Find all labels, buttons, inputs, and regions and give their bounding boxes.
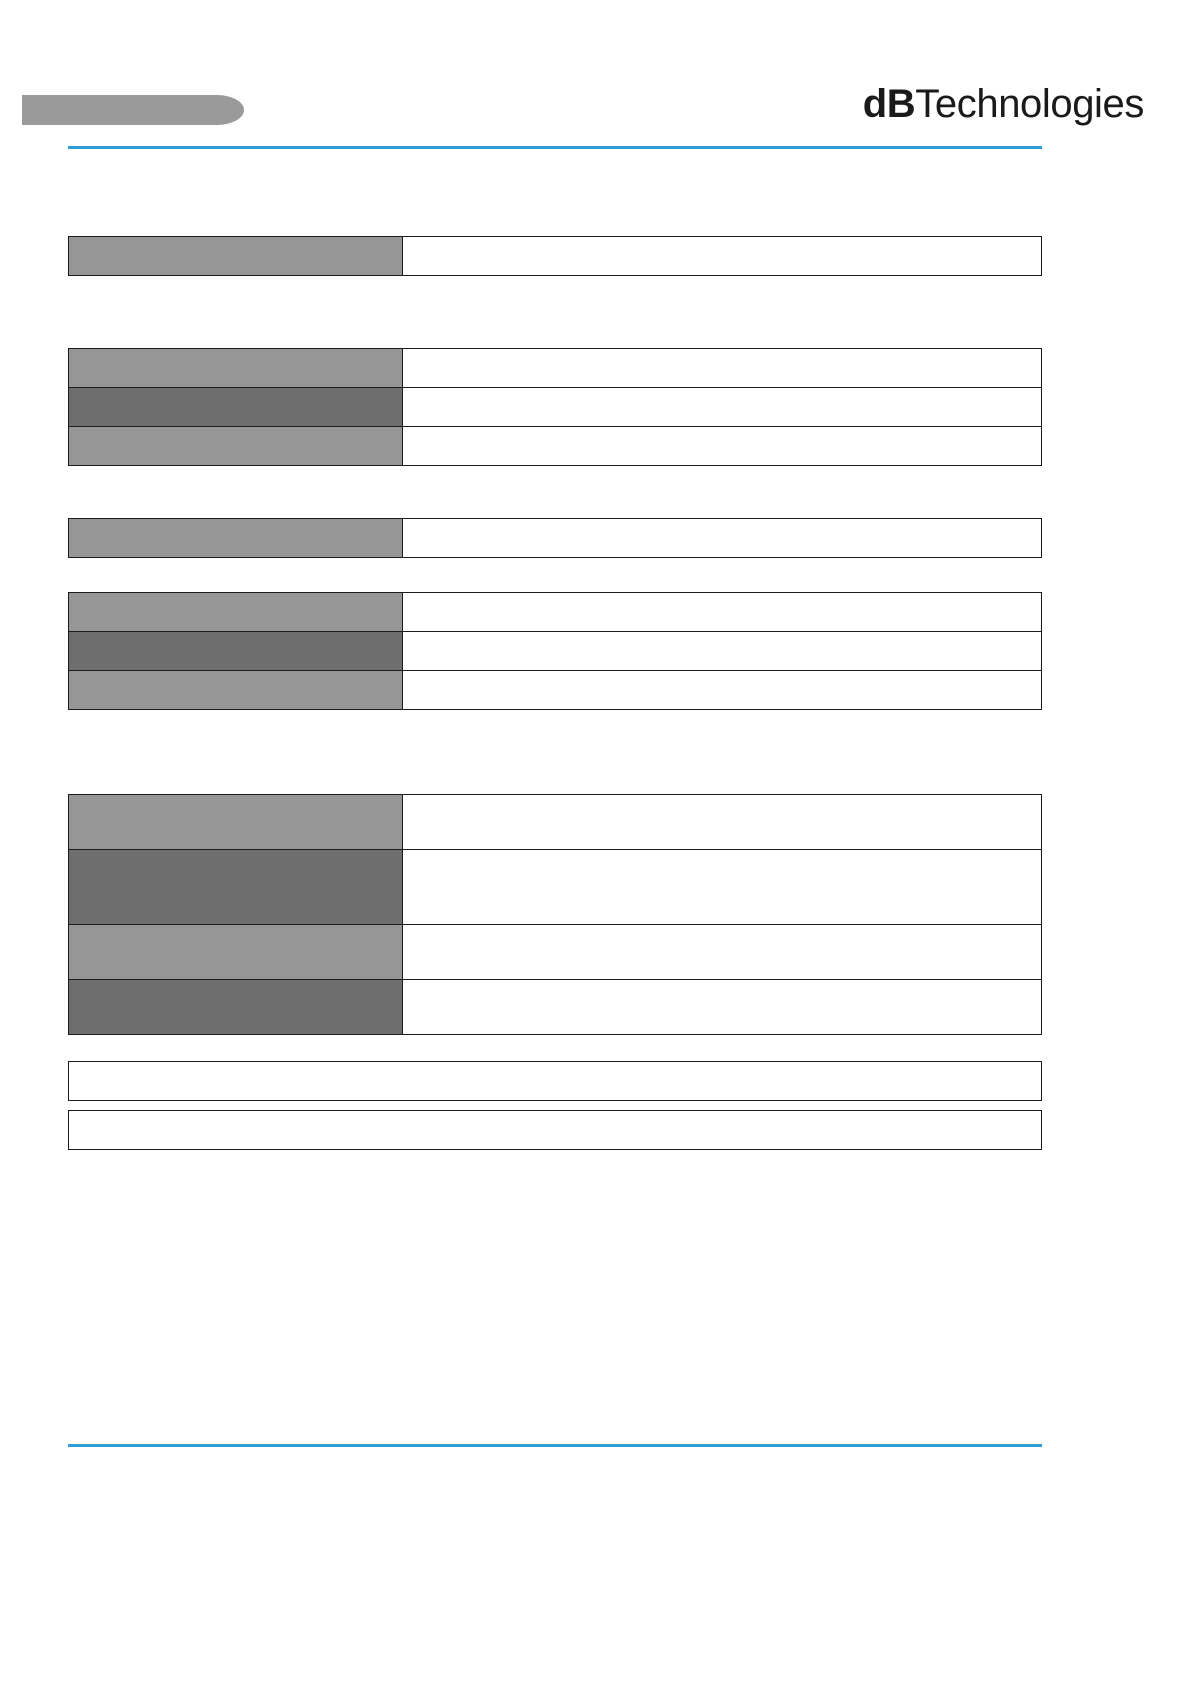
spec-label — [69, 795, 403, 849]
brand-logo-prefix: dB — [862, 82, 916, 126]
note-row — [68, 1061, 1042, 1101]
spec-block-1 — [68, 236, 1042, 276]
spec-value — [403, 671, 1041, 709]
spacer — [68, 276, 1042, 348]
header-accent-rule — [68, 146, 1042, 149]
spec-value — [403, 237, 1041, 275]
spec-block-5 — [68, 794, 1042, 1035]
spec-value — [403, 388, 1041, 426]
spec-label — [69, 388, 403, 426]
table-row — [68, 924, 1042, 979]
footer-accent-rule — [68, 1444, 1042, 1447]
spec-value — [403, 519, 1041, 557]
spacer — [68, 1035, 1042, 1061]
spacer — [68, 710, 1042, 794]
spec-value — [403, 593, 1041, 631]
table-row — [68, 592, 1042, 631]
spec-label — [69, 519, 403, 557]
spec-label — [69, 980, 403, 1034]
spec-value — [403, 795, 1041, 849]
spec-value — [403, 349, 1041, 387]
note-row — [68, 1110, 1042, 1150]
brand-logo: dBTechnologies — [862, 82, 1145, 126]
spec-label — [69, 593, 403, 631]
table-row — [68, 518, 1042, 558]
header-swoosh-graphic — [22, 95, 244, 125]
table-row — [68, 794, 1042, 849]
brand-logo-suffix: Technologies — [915, 82, 1144, 126]
table-row — [68, 387, 1042, 426]
spec-label — [69, 237, 403, 275]
spec-block-3 — [68, 518, 1042, 558]
table-row — [68, 426, 1042, 466]
table-row — [68, 631, 1042, 670]
page-header: dBTechnologies — [0, 0, 1191, 160]
spec-value — [403, 980, 1041, 1034]
spec-value — [403, 632, 1041, 670]
spec-block-4 — [68, 592, 1042, 710]
spec-label — [69, 850, 403, 924]
specification-content — [68, 236, 1042, 1150]
table-row — [68, 979, 1042, 1035]
spec-value — [403, 850, 1041, 924]
spec-label — [69, 925, 403, 979]
spec-block-2 — [68, 348, 1042, 466]
spacer — [68, 466, 1042, 518]
spec-label — [69, 632, 403, 670]
spec-label — [69, 349, 403, 387]
spacer — [68, 558, 1042, 592]
spec-value — [403, 427, 1041, 465]
table-row — [68, 670, 1042, 710]
table-row — [68, 236, 1042, 276]
table-row — [68, 849, 1042, 924]
spec-value — [403, 925, 1041, 979]
spec-label — [69, 427, 403, 465]
spec-label — [69, 671, 403, 709]
table-row — [68, 348, 1042, 387]
